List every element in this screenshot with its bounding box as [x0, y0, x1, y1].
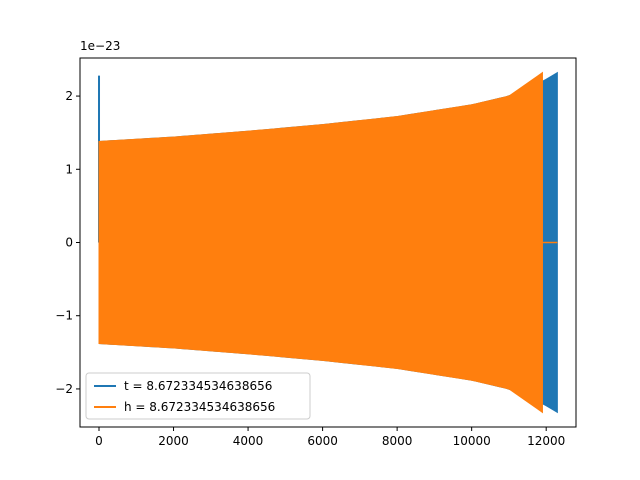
plot-area [98, 71, 558, 414]
x-tick-label: 4000 [233, 434, 264, 448]
x-tick-label: 8000 [382, 434, 413, 448]
y-tick-label: 2 [65, 89, 73, 103]
x-tick-label: 2000 [158, 434, 189, 448]
series-line-h [98, 71, 543, 414]
x-tick-label: 10000 [453, 434, 491, 448]
y-tick-label: −2 [55, 382, 73, 396]
legend-label: h = 8.672334534638656 [124, 400, 275, 414]
y-tick-label: 1 [65, 162, 73, 176]
y-axis: −2 −1 0 1 2 [55, 89, 80, 396]
x-tick-label: 0 [95, 434, 103, 448]
x-tick-label: 6000 [307, 434, 338, 448]
legend-label: t = 8.672334534638656 [124, 379, 272, 393]
x-tick-label: 12000 [527, 434, 565, 448]
x-axis: 0 2000 4000 6000 8000 10000 12000 [95, 427, 565, 448]
y-offset-label: 1e−23 [80, 39, 120, 53]
legend-box [85, 372, 311, 420]
y-tick-label: −1 [55, 309, 73, 323]
y-tick-label: 0 [65, 236, 73, 250]
legend: t = 8.672334534638656 h = 8.6723345346386… [85, 372, 311, 420]
